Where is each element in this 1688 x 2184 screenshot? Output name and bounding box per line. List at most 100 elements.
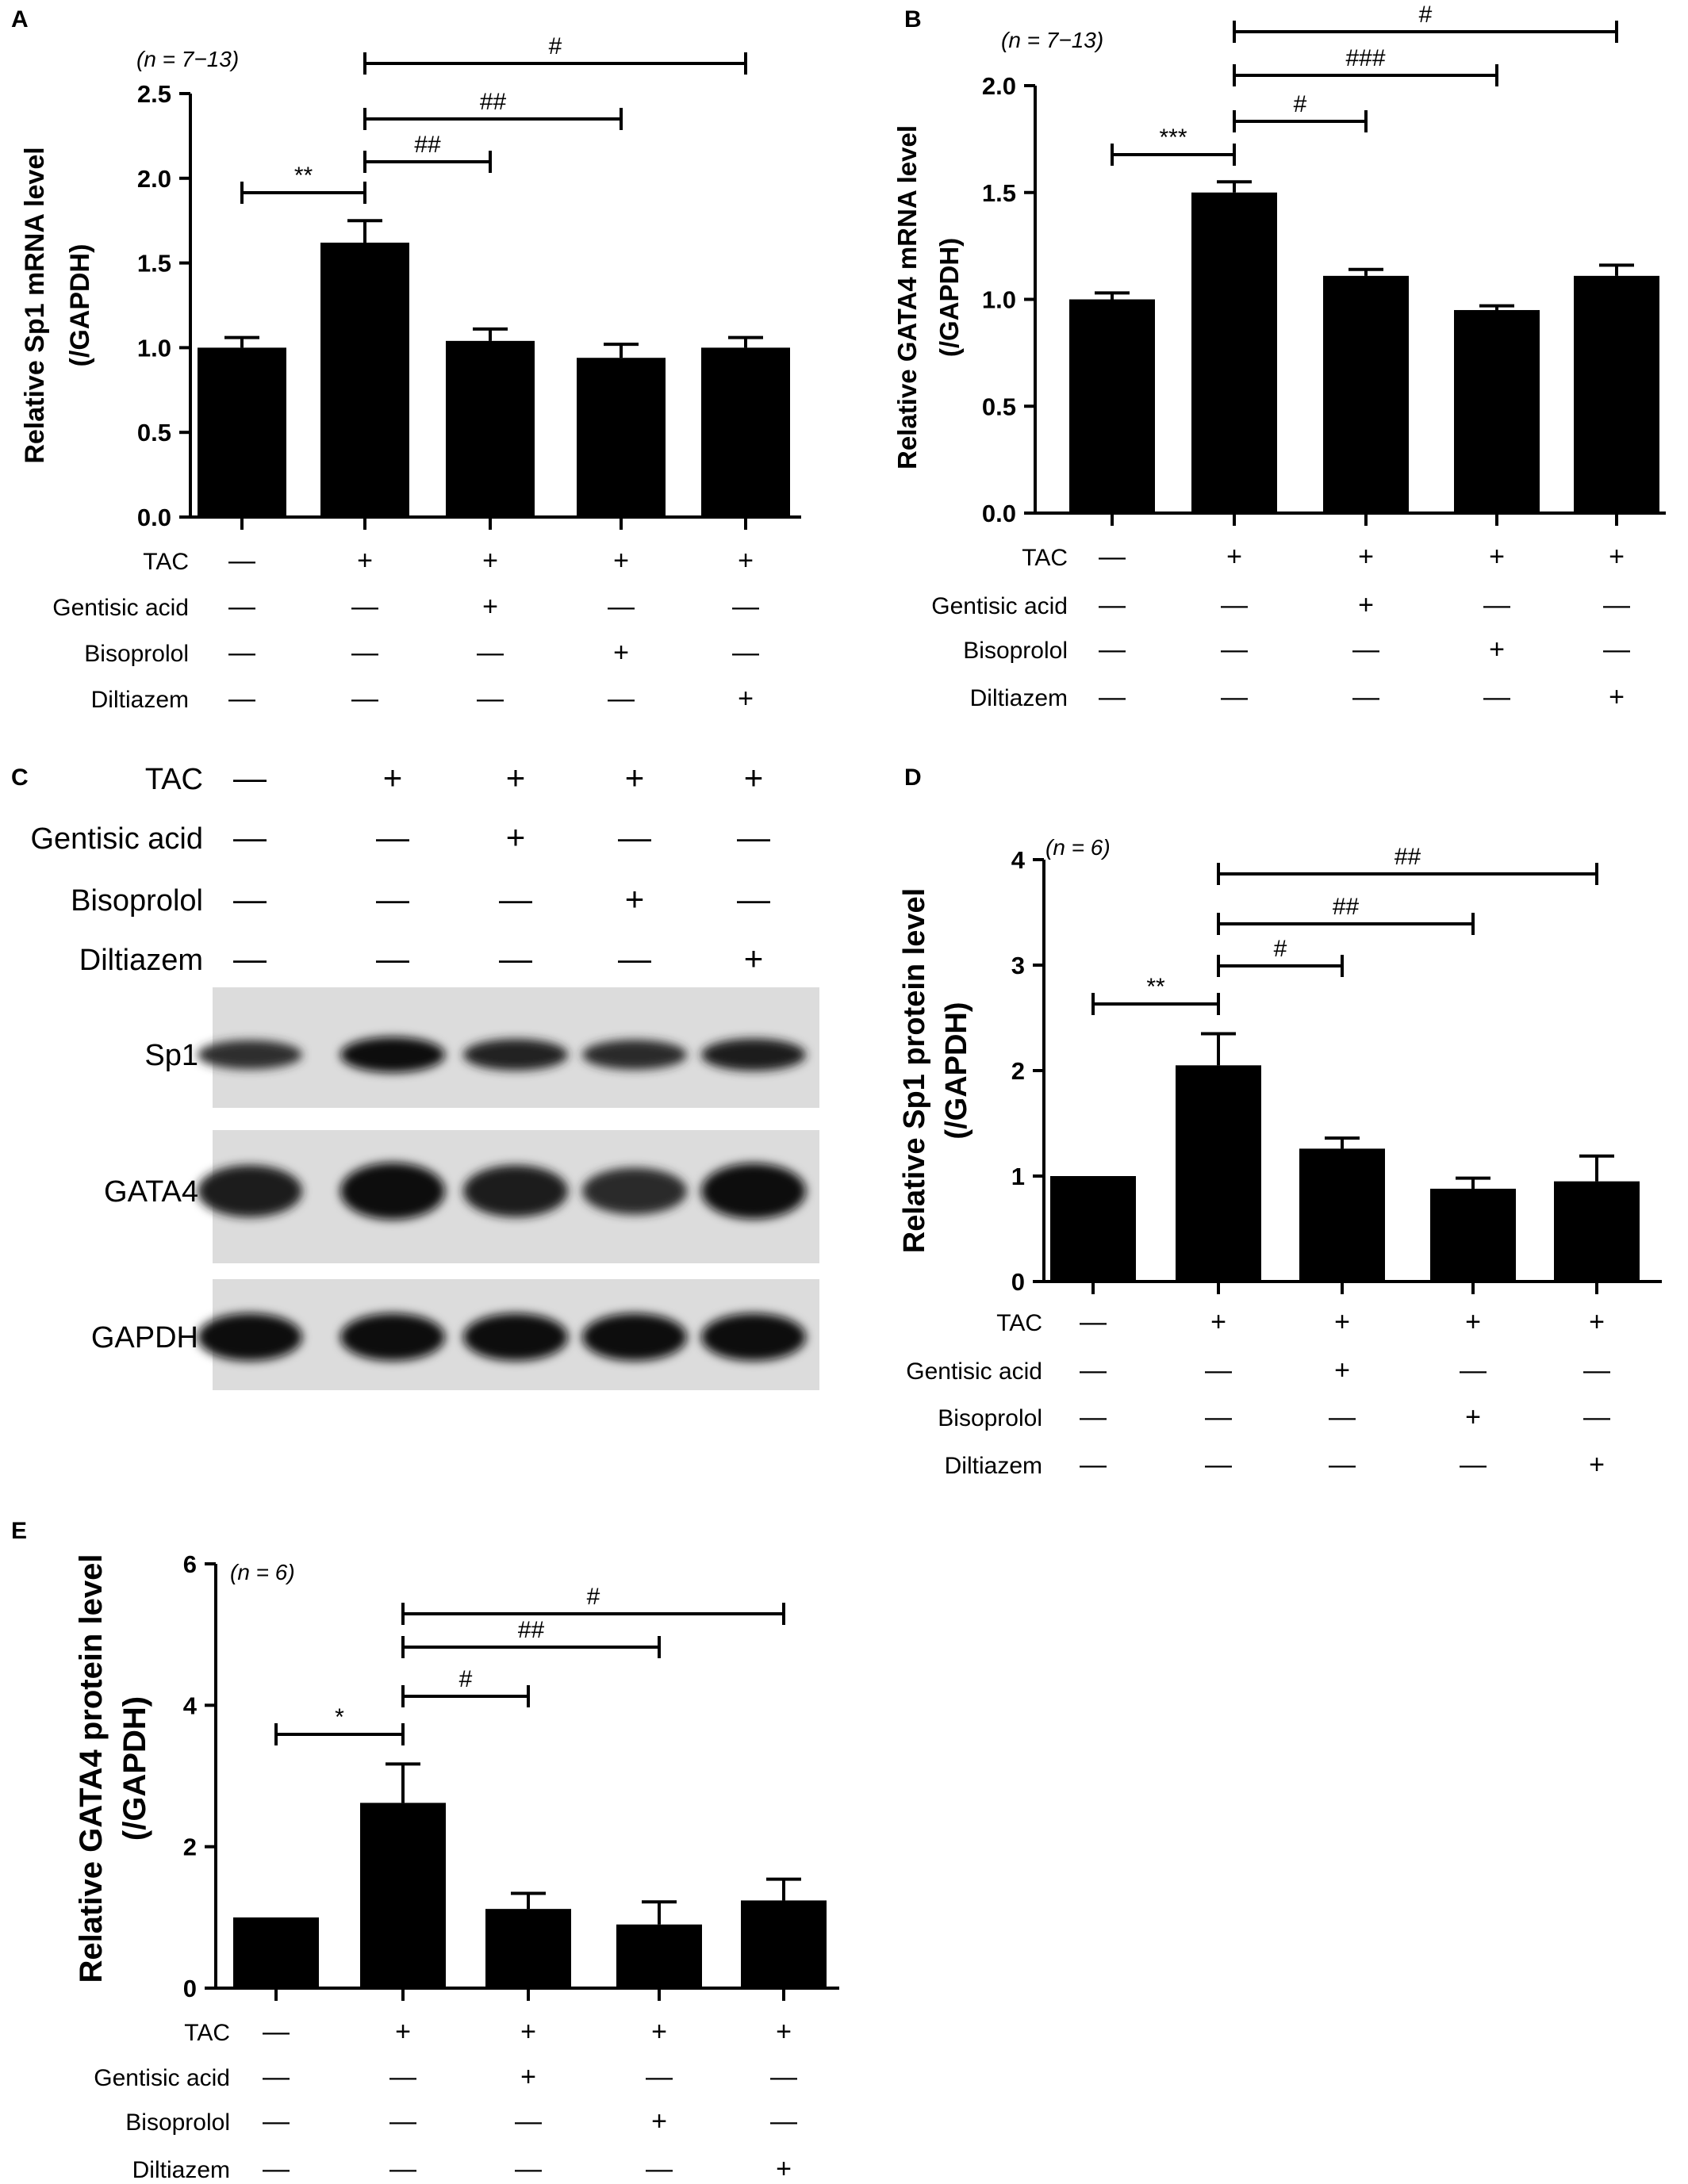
plus-mark: +: [1226, 542, 1242, 572]
plus-mark: +: [1609, 682, 1625, 712]
significance-bracket: #: [1217, 936, 1344, 977]
minus-mark: —: [233, 759, 267, 796]
condition-label: TAC: [1022, 545, 1068, 571]
minus-mark: —: [1099, 634, 1126, 665]
bar: [1069, 299, 1155, 513]
minus-mark: —: [499, 880, 532, 918]
plus-mark: +: [738, 546, 754, 576]
plus-mark: +: [482, 592, 498, 622]
y-tick-label: 2.0: [982, 72, 1016, 100]
blot-band: [463, 1039, 568, 1071]
condition-label: Bisoprolol: [84, 641, 189, 667]
blot-band: [463, 1313, 568, 1361]
y-axis-label: (/GAPDH): [940, 1002, 973, 1139]
minus-mark: —: [737, 880, 770, 918]
band-label: GATA4: [104, 1175, 198, 1209]
minus-mark: —: [233, 818, 267, 856]
minus-mark: —: [1205, 1402, 1232, 1432]
plus-mark: +: [1334, 1355, 1350, 1385]
minus-mark: —: [1080, 1450, 1107, 1480]
plus-mark: +: [651, 2106, 667, 2136]
minus-mark: —: [263, 2106, 290, 2136]
y-tick-label: 0.0: [137, 504, 171, 531]
panel-letter: D: [904, 764, 922, 791]
y-tick-label: 0.0: [982, 500, 1016, 527]
significance-label: ***: [1159, 125, 1187, 151]
blot-band: [198, 1040, 302, 1070]
bar: [1554, 1181, 1640, 1282]
plus-mark: +: [744, 759, 764, 796]
plus-mark: +: [1465, 1402, 1481, 1432]
significance-bracket: ##: [363, 89, 623, 130]
minus-mark: —: [1483, 590, 1510, 620]
minus-mark: —: [608, 592, 635, 622]
plus-mark: +: [744, 940, 764, 977]
minus-mark: —: [1329, 1450, 1356, 1480]
plus-mark: +: [1589, 1307, 1605, 1337]
significance-bracket: #: [363, 33, 747, 75]
condition-label: Bisoprolol: [938, 1405, 1042, 1431]
y-tick-label: 4: [183, 1692, 198, 1719]
minus-mark: —: [1352, 634, 1379, 665]
minus-mark: —: [1205, 1450, 1232, 1480]
condition-table: TAC — + + + + Gentisic acid — — + — — Bisoprolol — — — +…: [906, 1307, 1610, 1480]
y-axis-label: Relative GATA4 protein level: [74, 1554, 109, 1983]
minus-mark: —: [228, 684, 255, 714]
plus-mark: +: [520, 2017, 536, 2047]
n-label: (n = 6): [1045, 835, 1111, 860]
bar: [1430, 1188, 1516, 1282]
minus-mark: —: [1460, 1450, 1487, 1480]
blot-strip-sp1: Sp1: [144, 987, 819, 1108]
significance-bracket: ***: [1111, 125, 1236, 166]
minus-mark: —: [1460, 1355, 1487, 1385]
condition-label: Bisoprolol: [125, 2109, 230, 2136]
y-tick-label: 2.5: [137, 80, 171, 108]
minus-mark: —: [1583, 1355, 1610, 1385]
minus-mark: —: [770, 2062, 797, 2092]
plus-mark: +: [1358, 590, 1374, 620]
panel-letter: C: [11, 764, 29, 791]
plus-mark: +: [625, 759, 645, 796]
minus-mark: —: [1603, 634, 1630, 665]
plus-mark: +: [1489, 634, 1505, 665]
significance-bracket: ###: [1233, 45, 1498, 86]
condition-label: TAC: [184, 2020, 230, 2046]
plus-mark: +: [613, 546, 629, 576]
blot-band: [463, 1165, 568, 1217]
significance-label: #: [587, 1584, 600, 1610]
significance-bracket: ##: [1217, 844, 1598, 885]
minus-mark: —: [1205, 1355, 1232, 1385]
plus-mark: +: [651, 2017, 667, 2047]
blot-band: [701, 1313, 806, 1361]
y-tick-label: 0: [183, 1975, 197, 2002]
blot-band: [701, 1038, 806, 1071]
condition-label: Diltiazem: [79, 944, 203, 977]
plus-mark: +: [1210, 1307, 1226, 1337]
significance-bracket: ##: [363, 132, 492, 173]
y-axis-label: Relative Sp1 mRNA level: [20, 147, 50, 463]
minus-mark: —: [389, 2154, 416, 2184]
minus-mark: —: [1583, 1402, 1610, 1432]
chart-panel-d: D (n = 6) Relative Sp1 protein level (/GAPD…: [898, 764, 1662, 1480]
bar: [360, 1803, 446, 1988]
blot-band: [701, 1163, 806, 1220]
minus-mark: —: [618, 818, 651, 856]
minus-mark: —: [499, 940, 532, 977]
minus-mark: —: [1080, 1355, 1107, 1385]
western-blot-panel: C TAC — + + + + Gentisic acid — — + — — Bisoprolol — — —…: [11, 759, 819, 1390]
significance-bracket: #: [1233, 91, 1368, 132]
bar: [1299, 1148, 1385, 1282]
plus-mark: +: [395, 2017, 411, 2047]
blot-band: [582, 1313, 687, 1361]
condition-table: TAC — + + + + Gentisic acid — — + — — Bisoprolol — — — +…: [52, 546, 759, 714]
bar: [577, 358, 666, 517]
bar: [1574, 275, 1659, 513]
minus-mark: —: [732, 638, 759, 668]
condition-label: Diltiazem: [91, 687, 189, 713]
significance-label: ##: [480, 89, 507, 115]
plus-mark: +: [776, 2017, 792, 2047]
minus-mark: —: [263, 2154, 290, 2184]
significance-label: ##: [518, 1617, 545, 1643]
minus-mark: —: [389, 2106, 416, 2136]
condition-table: TAC — + + + + Gentisic acid — — + — — Bisoprolol — — — +…: [931, 542, 1630, 712]
